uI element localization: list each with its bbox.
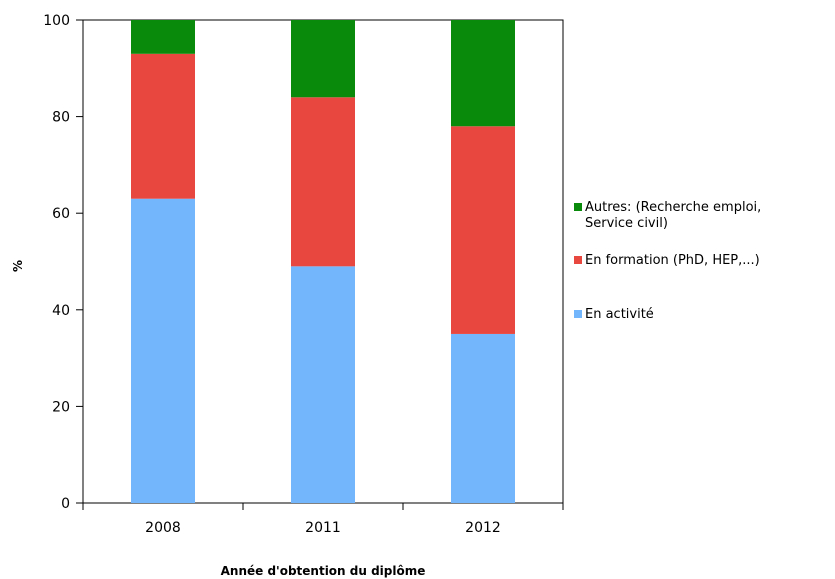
- y-axis: 0 20 40 60 80 100: [43, 13, 83, 512]
- legend-swatch-1: [574, 256, 582, 264]
- bar-2008-series-0: [131, 198, 195, 503]
- y-tick-label-0: 0: [61, 496, 70, 512]
- bar-2008-series-1: [131, 53, 195, 199]
- x-tick-label-2008: 2008: [145, 520, 181, 536]
- bar-2012-series-2: [451, 20, 515, 127]
- legend-label-2-line-0: En activité: [585, 307, 654, 322]
- legend: Autres: (Recherche emploi,Service civil)…: [574, 200, 761, 322]
- legend-label-0-line-1: Service civil): [585, 216, 668, 231]
- x-axis: 2008 2011 2012: [82, 503, 564, 536]
- y-tick-label-40: 40: [52, 303, 70, 319]
- y-tick-label-100: 100: [43, 13, 70, 29]
- legend-swatch-0: [574, 203, 582, 211]
- bar-2011-series-0: [291, 266, 355, 503]
- x-axis-title: Année d'obtention du diplôme: [221, 564, 426, 578]
- y-axis-title: %: [11, 260, 25, 272]
- x-tick-label-2011: 2011: [305, 520, 341, 536]
- bar-2011-series-1: [291, 97, 355, 267]
- legend-label-0-line-0: Autres: (Recherche emploi,: [585, 200, 761, 215]
- legend-label-1-line-0: En formation (PhD, HEP,...): [585, 253, 760, 268]
- y-tick-label-60: 60: [52, 206, 70, 222]
- bar-2012-series-0: [451, 333, 515, 503]
- bars-group: [131, 20, 515, 503]
- y-tick-label-20: 20: [52, 399, 70, 415]
- bar-2012-series-1: [451, 126, 515, 334]
- legend-swatch-2: [574, 310, 582, 318]
- bar-2011-series-2: [291, 20, 355, 98]
- bar-2008-series-2: [131, 20, 195, 54]
- y-tick-label-80: 80: [52, 110, 70, 126]
- x-tick-label-2012: 2012: [465, 520, 501, 536]
